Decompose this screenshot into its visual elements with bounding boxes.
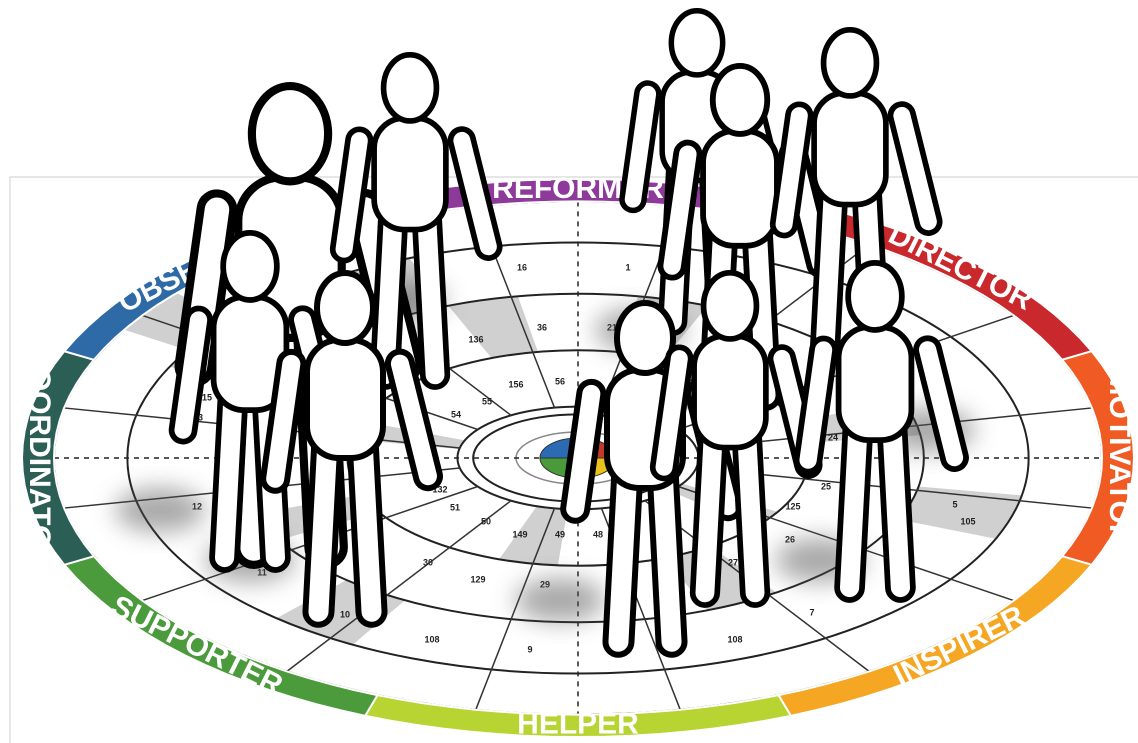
role-label: MOTIVATOR (1103, 371, 1136, 546)
segment-number: 108 (727, 634, 742, 644)
illustration: 1611363621156565554521325150149494830129… (0, 0, 1138, 743)
segment-number: 36 (537, 322, 547, 332)
segment-number: 55 (482, 396, 492, 406)
segment-number: 105 (960, 516, 975, 526)
segment-number: 51 (450, 502, 460, 512)
shadow (515, 578, 605, 622)
segment-number: 48 (593, 529, 603, 539)
segment-number: 149 (512, 529, 527, 539)
segment-number: 129 (470, 574, 485, 584)
role-label: COORDINATOR (23, 346, 56, 570)
segment-number: 50 (481, 516, 491, 526)
segment-number: 16 (517, 262, 527, 272)
segment-number: 7 (809, 607, 814, 617)
segment-number: 54 (451, 409, 461, 419)
role-label: HELPER (517, 708, 639, 741)
segment-number: 56 (555, 376, 565, 386)
segment-number: 49 (555, 529, 565, 539)
segment-number: 30 (423, 557, 433, 567)
segment-number: 9 (527, 644, 532, 654)
segment-number: 5 (952, 499, 957, 509)
segment-number: 136 (468, 334, 483, 344)
segment-number: 108 (424, 634, 439, 644)
segment-number: 15 (202, 392, 212, 402)
segment-number: 27 (728, 557, 738, 567)
segment-number: 156 (508, 379, 523, 389)
segment-number: 24 (828, 432, 838, 442)
segment-number: 10 (340, 609, 350, 619)
segment-number: 125 (785, 501, 800, 511)
shadow (115, 488, 205, 532)
segment-number: 1 (625, 262, 630, 272)
segment-number: 25 (821, 481, 831, 491)
